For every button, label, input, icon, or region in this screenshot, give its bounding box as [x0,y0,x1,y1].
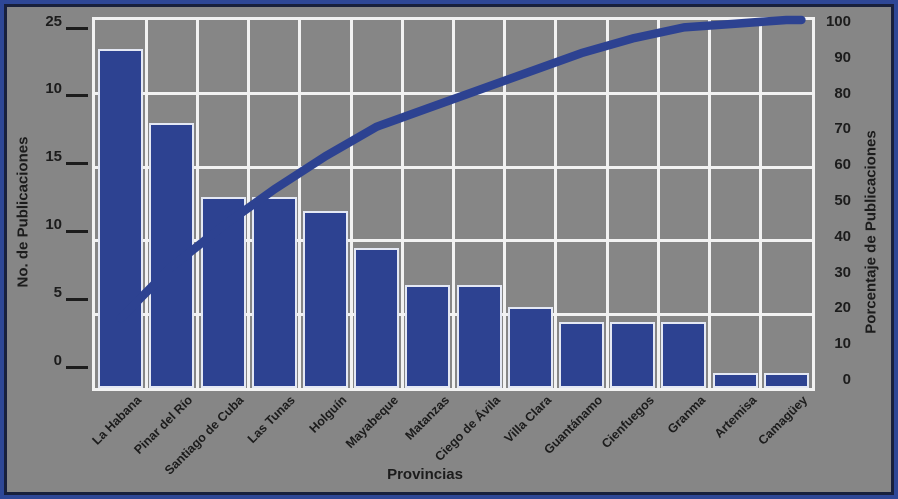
bar-La Habana [98,49,144,388]
tick-dash [66,162,88,166]
bar-Ciego de Ávila [456,284,502,388]
y-axis-left-title: No. de Publicaciones [14,136,32,288]
y-tick-left-label: 10 [45,80,62,98]
gridline-vertical [452,20,455,388]
bar-layer [95,20,812,388]
y-tick-left-label: 10 [45,215,62,233]
y-tick-right-30: 30 [834,263,851,281]
gridline-vertical [298,20,302,388]
y-tick-right-40: 40 [834,227,851,245]
bar-Villa Clara [507,307,553,388]
y-tick-left-10: 10 [10,79,88,99]
gridline-vertical [554,20,558,388]
y-tick-right-60: 60 [834,156,851,174]
y-tick-left-label: 5 [53,283,62,301]
bar-Granma [661,321,707,388]
tick-dash [66,229,88,233]
y-tick-left-5: 5 [10,282,88,302]
tick-dash [66,94,88,98]
tick-dash [66,297,88,301]
bar-Las Tunas [251,196,297,388]
gridline-vertical [195,20,199,388]
y-axis-right-title: Porcentaje de Publicaciones [862,130,880,334]
y-tick-left-25: 25 [10,11,88,31]
grid-layer [95,20,812,388]
bar-Mayabeque [354,248,400,388]
y-tick-right-20: 20 [834,299,851,317]
y-tick-right-80: 80 [834,84,851,102]
bar-Matanzas [405,284,451,388]
gridline-vertical [144,20,148,388]
y-tick-right-70: 70 [834,120,851,138]
gridline-vertical [349,20,353,388]
y-tick-left-0: 0 [10,350,88,370]
gridline-vertical [400,20,404,388]
bar-Camagüey [763,373,809,388]
y-tick-left-label: 15 [45,148,62,166]
bar-Cienfuegos [610,321,656,388]
y-tick-right-10: 10 [834,335,851,353]
gridline-vertical [759,20,763,388]
cumulative-line-layer [116,15,806,323]
y-tick-left-label: 25 [45,12,62,30]
y-tick-left-label: 0 [53,351,62,369]
cumulative-percentage-line [116,15,806,323]
x-axis-title: Provincias [387,466,463,483]
plot-area [92,15,815,391]
bar-Holguín [302,211,348,388]
y-tick-left-15: 15 [10,147,88,167]
tick-dash [66,26,88,30]
gridline-vertical [503,20,507,388]
gridline-vertical [605,20,609,388]
y-tick-right-50: 50 [834,192,851,209]
tick-dash [66,365,88,369]
y-tick-left-10: 10 [10,214,88,234]
y-tick-right-90: 90 [834,48,851,66]
y-tick-right-100: 100 [825,13,851,30]
y-tick-right-0: 0 [842,371,851,388]
gridline-vertical [708,20,712,388]
gridline-vertical [656,20,660,388]
bar-Guantánamo [559,321,605,388]
bar-Artemisa [712,373,758,388]
